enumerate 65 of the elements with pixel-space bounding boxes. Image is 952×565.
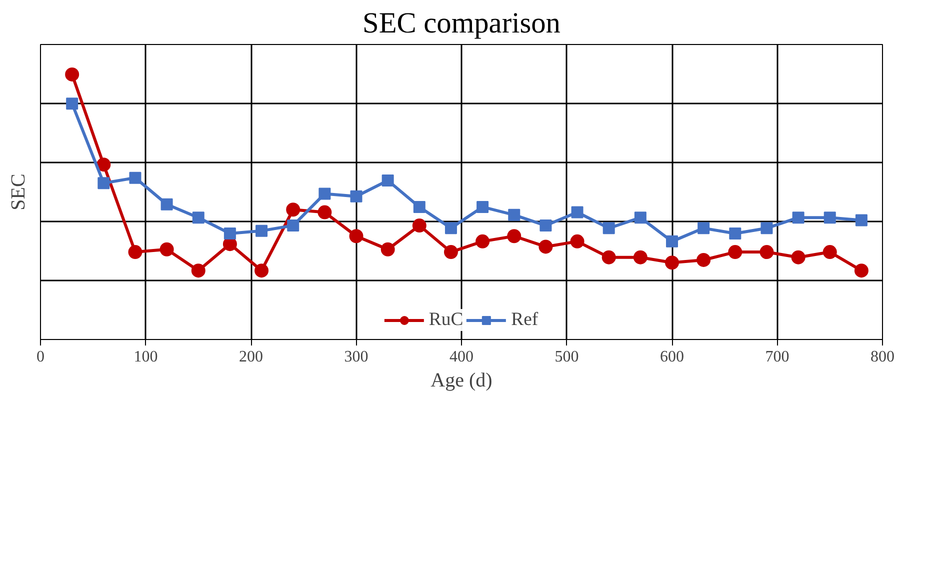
point	[538, 240, 553, 254]
point	[696, 253, 711, 267]
point	[65, 67, 80, 82]
point	[129, 172, 142, 184]
x-tick-label: 200	[239, 348, 263, 366]
point	[476, 200, 489, 213]
point	[822, 245, 837, 260]
point	[412, 218, 426, 233]
point	[760, 245, 774, 260]
point	[540, 220, 552, 232]
point	[96, 158, 111, 172]
point	[318, 188, 331, 200]
point	[318, 205, 332, 220]
point	[666, 235, 678, 248]
legend-label: RuC	[428, 309, 464, 331]
point	[476, 234, 490, 248]
x-tick-label: 500	[554, 348, 579, 366]
point	[854, 264, 868, 278]
point	[350, 190, 362, 202]
x-tick-label: 700	[765, 348, 790, 366]
point	[287, 220, 300, 232]
point	[728, 245, 742, 260]
x-tick-label: 400	[450, 348, 474, 366]
point	[698, 222, 710, 234]
point	[66, 98, 78, 110]
legend-label: Ref	[511, 309, 538, 331]
point	[382, 174, 394, 186]
point	[855, 214, 868, 226]
point	[192, 212, 204, 224]
y-axis-title: SEC	[8, 174, 30, 210]
chart-title: SEC comparison	[362, 8, 561, 40]
point	[665, 256, 679, 270]
point	[508, 208, 520, 221]
x-tick-label: 100	[134, 348, 158, 366]
point	[633, 250, 648, 264]
point	[160, 242, 174, 256]
point	[602, 222, 615, 234]
point	[444, 245, 458, 260]
point	[602, 250, 616, 264]
point	[760, 222, 773, 234]
point	[507, 229, 522, 244]
point	[570, 234, 584, 248]
point	[824, 212, 836, 224]
x-axis-title: Age (d)	[430, 370, 492, 392]
point	[98, 177, 110, 190]
x-tick-label: 0	[36, 348, 44, 366]
point	[380, 242, 395, 256]
point	[286, 202, 300, 217]
point	[413, 200, 426, 213]
point	[634, 212, 646, 224]
point	[256, 224, 268, 237]
point	[128, 245, 142, 260]
x-tick-label: 800	[870, 348, 894, 366]
point	[160, 198, 173, 210]
point	[729, 227, 742, 240]
point	[571, 206, 584, 218]
x-tick-label: 600	[660, 348, 684, 366]
point	[191, 264, 206, 278]
x-tick-label: 300	[344, 348, 368, 366]
point	[792, 212, 804, 224]
point	[254, 264, 269, 278]
point	[349, 229, 364, 244]
point	[224, 227, 236, 240]
point	[444, 222, 457, 234]
point	[791, 250, 806, 264]
